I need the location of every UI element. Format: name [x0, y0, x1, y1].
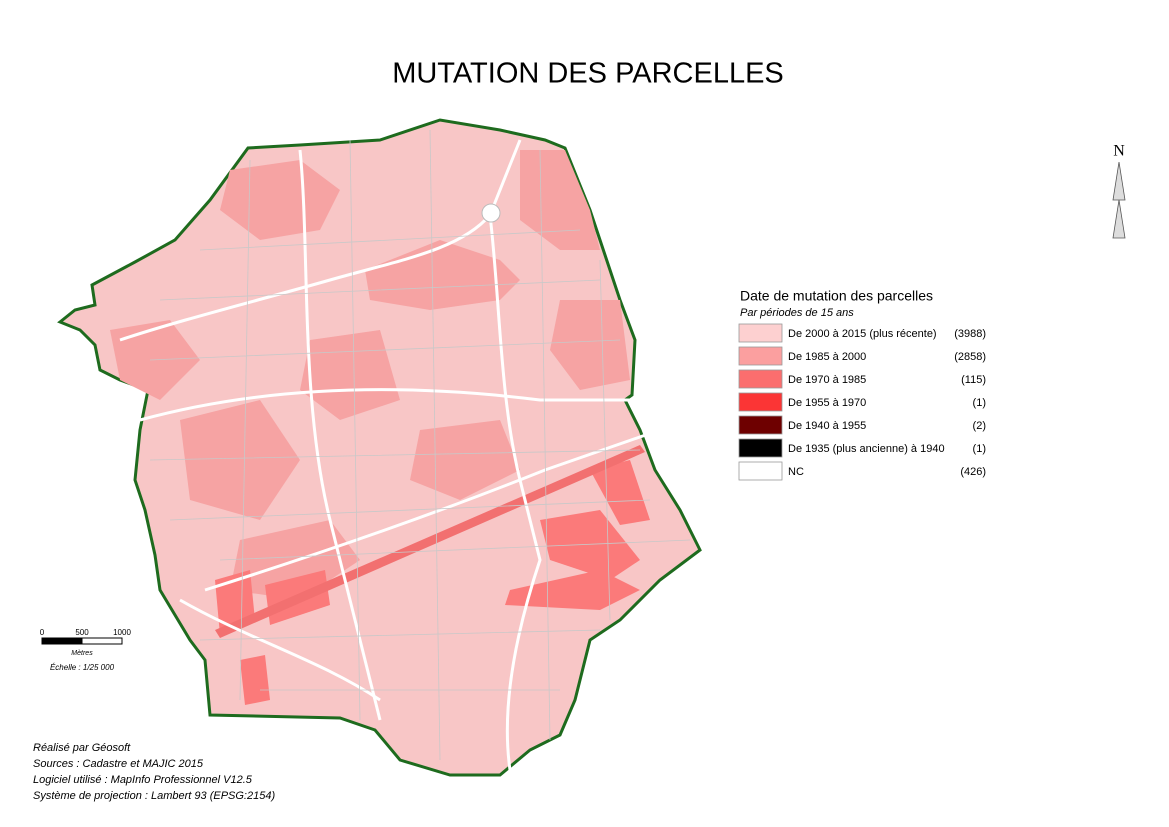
- legend-count: (2): [973, 420, 986, 432]
- scale-ratio: Échelle : 1/25 000: [50, 663, 115, 672]
- legend-count: (426): [960, 466, 986, 478]
- scale-bar: 0 500 1000 Mètres Échelle : 1/25 000: [40, 628, 132, 672]
- parcel-patches: [110, 150, 630, 600]
- legend-label: De 1940 à 1955: [788, 420, 866, 432]
- roundabout: [481, 203, 501, 223]
- roads: [119, 139, 661, 771]
- credit-line: Sources : Cadastre et MAJIC 2015: [33, 758, 204, 770]
- commune-outline: [57, 118, 702, 777]
- scale-tick: 0: [40, 628, 45, 637]
- north-arrow: N: [1112, 143, 1126, 239]
- legend-label: NC: [788, 466, 804, 478]
- legend-swatch: [738, 346, 783, 366]
- legend-count: (3988): [954, 328, 986, 340]
- parcel-lines: [149, 129, 691, 761]
- legend-label: De 2000 à 2015 (plus récente): [788, 328, 937, 340]
- legend-count: (1): [973, 397, 986, 409]
- legend-swatch: [738, 323, 783, 343]
- legend: Date de mutation des parcelles Par pério…: [738, 288, 986, 481]
- legend-title: Date de mutation des parcelles: [740, 288, 933, 304]
- legend-swatch: [738, 369, 783, 389]
- legend-count: (1): [973, 443, 986, 455]
- legend-subtitle: Par périodes de 15 ans: [740, 307, 854, 319]
- map-area: [57, 118, 702, 777]
- legend-swatch: [738, 461, 783, 481]
- legend-swatch: [738, 392, 783, 412]
- credit-line: Logiciel utilisé : MapInfo Professionnel…: [33, 774, 253, 786]
- legend-count: (115): [961, 374, 986, 386]
- north-label: N: [1113, 143, 1125, 160]
- scale-tick: 1000: [113, 628, 131, 637]
- scale-unit: Mètres: [71, 650, 93, 657]
- legend-swatch: [738, 415, 783, 435]
- legend-label: De 1970 à 1985: [788, 374, 866, 386]
- legend-count: (2858): [954, 351, 986, 363]
- legend-swatch: [738, 438, 783, 458]
- credit-line: Réalisé par Géosoft: [33, 742, 131, 754]
- scale-tick: 500: [75, 628, 89, 637]
- legend-label: De 1935 (plus ancienne) à 1940: [788, 443, 945, 455]
- map-title: MUTATION DES PARCELLES: [392, 58, 784, 90]
- legend-label: De 1955 à 1970: [788, 397, 866, 409]
- railway: [215, 445, 645, 638]
- credits: Réalisé par Géosoft Sources : Cadastre e…: [33, 742, 275, 802]
- credit-line: Système de projection : Lambert 93 (EPSG…: [33, 790, 275, 802]
- legend-label: De 1985 à 2000: [788, 351, 866, 363]
